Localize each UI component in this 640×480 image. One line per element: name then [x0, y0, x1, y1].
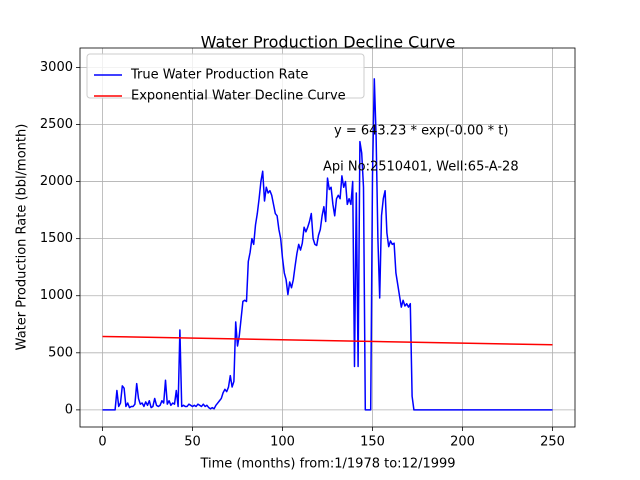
legend-box [86, 53, 365, 99]
y-tick-label: 0 [65, 402, 73, 417]
plot-area [102, 78, 553, 411]
y-tick-label: 2500 [40, 117, 73, 132]
y-tick-label: 500 [48, 345, 73, 360]
y-axis-label: Water Production Rate (bbl/month) [15, 124, 30, 351]
chart-title: Water Production Decline Curve [201, 33, 456, 52]
x-tick-label: 200 [450, 435, 475, 450]
y-tick-label: 1500 [40, 231, 73, 246]
x-tick-label: 50 [184, 435, 201, 450]
legend: True Water Production Rate Exponential Wa… [86, 53, 365, 104]
y-tick-label: 2000 [40, 174, 73, 189]
legend-label: Exponential Water Decline Curve [131, 89, 346, 104]
x-axis-label: Time (months) from:1/1978 to:12/1999 [199, 457, 455, 472]
axes-frame [79, 47, 576, 428]
x-tick-label: 0 [98, 435, 106, 450]
series-line [102, 78, 553, 411]
x-tick-label: 250 [540, 435, 565, 450]
annotation: Api No:2510401, Well:65-A-28 [323, 160, 519, 175]
annotation: y = 643.23 * exp(-0.00 * t) [334, 124, 508, 139]
series-line [102, 335, 553, 346]
y-tick-label: 3000 [40, 60, 73, 75]
x-tick-label: 100 [270, 435, 295, 450]
legend-label: True Water Production Rate [130, 68, 308, 83]
y-tick-label: 1000 [40, 288, 73, 303]
x-tick-label: 150 [360, 435, 385, 450]
